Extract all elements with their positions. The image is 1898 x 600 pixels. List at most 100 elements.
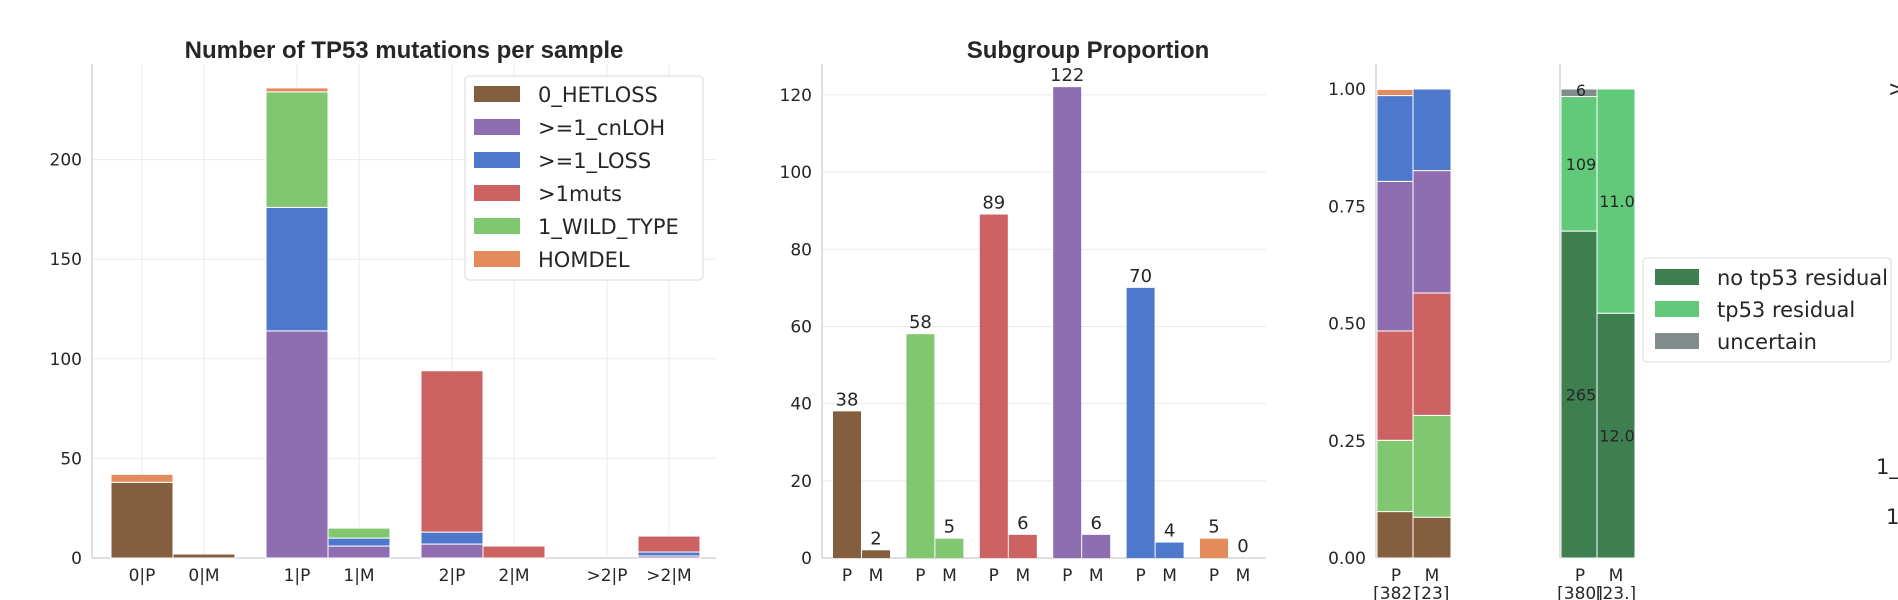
bar-segment <box>1560 96 1600 232</box>
segment-count-label: 109 <box>1566 155 1597 174</box>
y-tick-label: 200 <box>50 151 82 171</box>
bar-value-label: 2 <box>870 528 881 549</box>
cut-off-panel-edge: > 1_ 1 <box>1876 77 1898 529</box>
bar-segment <box>637 535 701 553</box>
bar <box>906 334 935 558</box>
segment-count-label: 6 <box>1576 81 1586 100</box>
bar-segment <box>637 551 701 557</box>
legend-label: no tp53 residual <box>1717 266 1888 290</box>
x-tick-label: P <box>842 566 852 586</box>
y-tick-label: 0 <box>71 549 82 569</box>
bar-value-label: 0 <box>1237 536 1248 557</box>
bar-segment <box>265 206 329 332</box>
x-tick-label: 0|M <box>188 566 219 586</box>
x-tick-label: P <box>915 566 925 586</box>
legend-mutation-class: 0_HETLOSS >=1_cnLOH >=1_LOSS >1muts 1_WILD_T… <box>464 75 704 281</box>
segment-count-label: 265 <box>1566 386 1597 405</box>
sample-count-label: [380] <box>1557 584 1603 600</box>
x-tick-label: M <box>1015 566 1030 586</box>
legend-label: >=1_cnLOH <box>538 116 665 141</box>
bar-segment <box>1412 516 1452 559</box>
bar-segment <box>1596 312 1636 559</box>
bar-segment <box>1412 88 1452 172</box>
panel-subgroup-proportion: 02040608010012038P2M58P5M89P6M122P6M70P4… <box>780 37 1266 586</box>
bar-segment <box>1376 330 1416 441</box>
legend-swatch <box>474 152 520 168</box>
legend-swatch <box>474 251 520 267</box>
bar-segment <box>1376 511 1416 559</box>
bar <box>1200 538 1228 558</box>
legend-swatch <box>474 119 520 135</box>
legend-swatch <box>1655 333 1699 349</box>
legend-swatch <box>474 218 520 234</box>
bar-segment <box>420 543 484 559</box>
bar-segment <box>1560 230 1600 559</box>
y-tick-label: 0.50 <box>1328 315 1366 335</box>
sample-count-label: [23.] <box>1596 584 1636 600</box>
bar-value-label: 122 <box>1050 65 1084 86</box>
bar-value-label: 89 <box>982 193 1005 214</box>
bar-segment <box>1412 292 1452 416</box>
bar-segment <box>327 537 391 547</box>
legend-label: HOMDEL <box>538 248 630 272</box>
x-tick-label: M <box>1609 566 1624 586</box>
bar <box>862 550 890 558</box>
bar-segment <box>420 531 484 545</box>
y-tick-label: 60 <box>790 317 812 337</box>
cut-off-text: > <box>1888 77 1898 101</box>
x-tick-label: M <box>1089 566 1104 586</box>
x-tick-label: >2|P <box>586 566 627 586</box>
legend-label: >1muts <box>538 182 622 206</box>
bar-segment <box>1412 170 1452 294</box>
bar <box>1008 534 1037 558</box>
bar-segment <box>327 545 391 559</box>
bar-segment <box>110 473 174 483</box>
cut-off-text: 1_ <box>1876 455 1898 480</box>
bar-segment <box>1596 88 1636 314</box>
panel-mutations-per-sample: 0 50 100 150 200 0|P 0|M 1|P 1|M 2|P 2|M >2|P >2|M Nu… <box>50 37 716 586</box>
x-tick-label: 1|P <box>284 566 311 586</box>
bar-segment <box>327 527 391 539</box>
panel-subgroup-fraction: 0.00 0.25 0.50 0.75 1.00 P[382] M[23] <box>1328 64 1452 600</box>
sample-count-label: [382] <box>1373 584 1419 600</box>
y-tick-label: 120 <box>780 86 812 106</box>
segment-count-label: 12.0 <box>1599 427 1635 446</box>
chart-title: Subgroup Proportion <box>967 37 1210 64</box>
sample-count-label: [23] <box>1415 584 1450 600</box>
bar <box>1155 542 1184 558</box>
x-tick-label: 2|P <box>439 566 466 586</box>
x-tick-label: >2|M <box>646 566 691 586</box>
legend-label: tp53 residual <box>1717 298 1855 322</box>
legend-box <box>464 75 704 281</box>
x-tick-label: P <box>1209 566 1219 586</box>
legend-swatch <box>474 86 520 102</box>
bar-value-label: 58 <box>909 312 932 333</box>
cut-off-text: 1 <box>1886 505 1898 529</box>
y-tick-label: 0.75 <box>1328 197 1366 217</box>
legend-label: >=1_LOSS <box>538 149 651 174</box>
bar-value-label: 5 <box>1208 517 1219 538</box>
x-tick-label: P <box>1391 566 1401 586</box>
bar-segment <box>1376 88 1416 97</box>
legend-swatch <box>1655 269 1699 285</box>
bar-segment <box>265 87 329 93</box>
chart-title: Number of TP53 mutations per sample <box>185 37 624 64</box>
x-tick-label: M <box>1425 566 1440 586</box>
y-tick-label: 100 <box>780 163 812 183</box>
x-tick-label: P <box>989 566 999 586</box>
y-tick-label: 20 <box>790 472 812 492</box>
bar-segment <box>420 370 484 533</box>
bar-value-label: 6 <box>1090 513 1101 534</box>
legend-swatch <box>474 185 520 201</box>
x-tick-label: M <box>869 566 884 586</box>
x-tick-label: 0|P <box>129 566 156 586</box>
panel-residual-fraction: 265 109 6 P[380] 12.0 11.0 M[23.] <box>1557 64 1636 600</box>
legend-swatch <box>1655 301 1699 317</box>
x-tick-label: P <box>1062 566 1072 586</box>
legend-box <box>1642 257 1892 363</box>
y-tick-label: 1.00 <box>1328 80 1366 100</box>
legend-label: 0_HETLOSS <box>538 83 658 108</box>
x-tick-label: P <box>1135 566 1145 586</box>
bar <box>1082 534 1111 558</box>
